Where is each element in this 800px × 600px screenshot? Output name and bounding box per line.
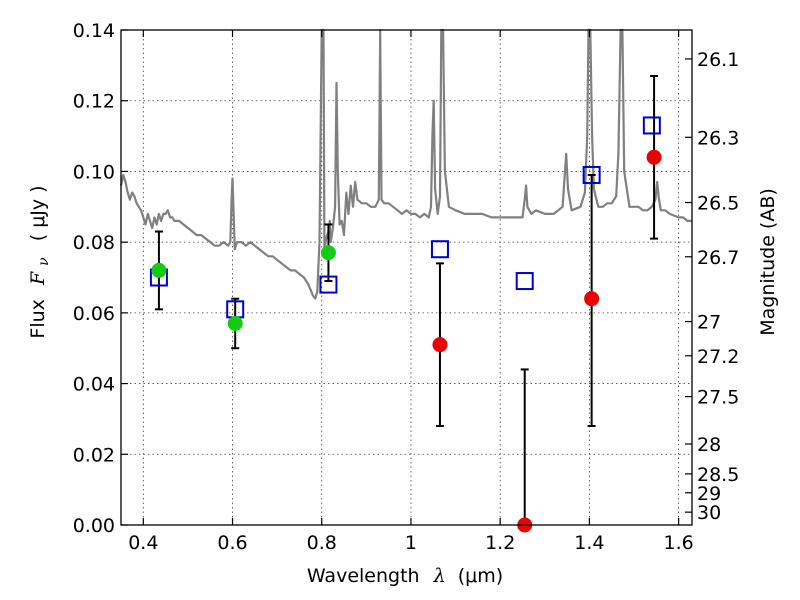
x-axis-label-symbol: λ bbox=[433, 565, 446, 587]
y-tick-label: 0.06 bbox=[73, 303, 115, 325]
y-axis-label-symbol: F bbox=[27, 271, 49, 286]
x-tick-label: 1.4 bbox=[574, 532, 604, 554]
x-axis-label: Wavelength λ (μm) bbox=[307, 565, 503, 587]
y-tick-label: 0.02 bbox=[73, 444, 115, 466]
x-tick-label: 0.8 bbox=[307, 532, 337, 554]
low-snr-point bbox=[432, 337, 448, 353]
measurement-points bbox=[151, 149, 662, 533]
model-photometry-square bbox=[582, 165, 601, 184]
y2-tick-label: 28 bbox=[697, 434, 721, 456]
y-tick-label: 0.10 bbox=[73, 161, 115, 183]
model-photometry-square bbox=[642, 116, 661, 135]
x-axis-label-unit: (μm) bbox=[458, 565, 503, 587]
detection-point bbox=[227, 315, 243, 331]
y-tick-label: 0.12 bbox=[73, 91, 115, 113]
y2-tick-label: 30 bbox=[697, 502, 721, 524]
y-axis-label: Flux F ν ( μJy ) bbox=[27, 185, 53, 338]
y-tick-label: 0.08 bbox=[73, 232, 115, 254]
model-photometry-squares bbox=[149, 116, 661, 319]
y2-tick-label: 28.5 bbox=[697, 464, 739, 486]
plot-frame bbox=[120, 29, 693, 526]
model-sed-line bbox=[119, 28, 692, 300]
x-tick-label: 1.2 bbox=[485, 532, 515, 554]
svg-text:Wavelength λ (μm): Wavelength λ (μm) bbox=[307, 565, 503, 587]
x-tick-label: 0.4 bbox=[128, 532, 158, 554]
y2-tick-label: 27 bbox=[697, 312, 721, 334]
x-axis-label-text: Wavelength bbox=[307, 565, 420, 587]
y-axis-label-text: Flux bbox=[27, 299, 49, 339]
x-tick-label: 0.6 bbox=[217, 532, 247, 554]
y-axis-label-subscript: ν bbox=[36, 257, 52, 266]
y2-tick-label: 26.5 bbox=[697, 193, 739, 215]
model-photometry-square bbox=[430, 240, 449, 259]
x-tick-label: 1.6 bbox=[664, 532, 694, 554]
svg-text:Flux F ν ( μ: Flux F ν ( μJy ) bbox=[27, 185, 53, 338]
model-photometry-square bbox=[515, 272, 534, 291]
x-tick-label: 1 bbox=[405, 532, 417, 554]
model-photometry-square bbox=[319, 275, 338, 294]
low-snr-point bbox=[646, 149, 662, 165]
y2-axis-label-text: Magnitude (AB) bbox=[757, 188, 779, 336]
detection-point bbox=[320, 245, 336, 261]
axes: 0.4 0.6 0.8 1 1.2 1.4 1.6 0.00 0.02 0.04 0.06 0.08 0… bbox=[73, 20, 740, 554]
grid bbox=[121, 30, 692, 525]
y-tick-label: 0.14 bbox=[73, 20, 115, 42]
y2-tick-label: 29 bbox=[697, 483, 721, 505]
y2-tick-label: 26.3 bbox=[697, 127, 739, 149]
detection-point bbox=[151, 262, 167, 278]
y-tick-label: 0.04 bbox=[73, 374, 115, 396]
y2-tick-label: 26.7 bbox=[697, 247, 739, 269]
model-sed-layer bbox=[119, 28, 692, 300]
y2-tick-label: 26.1 bbox=[697, 49, 739, 71]
y-axis-label-unit: ( μJy ) bbox=[27, 185, 49, 241]
y2-axis-label: Magnitude (AB) bbox=[757, 188, 779, 336]
low-snr-point bbox=[584, 291, 600, 307]
y-tick-label: 0.00 bbox=[73, 515, 115, 537]
y2-tick-label: 27.2 bbox=[697, 346, 739, 368]
y2-tick-label: 27.5 bbox=[697, 387, 739, 409]
